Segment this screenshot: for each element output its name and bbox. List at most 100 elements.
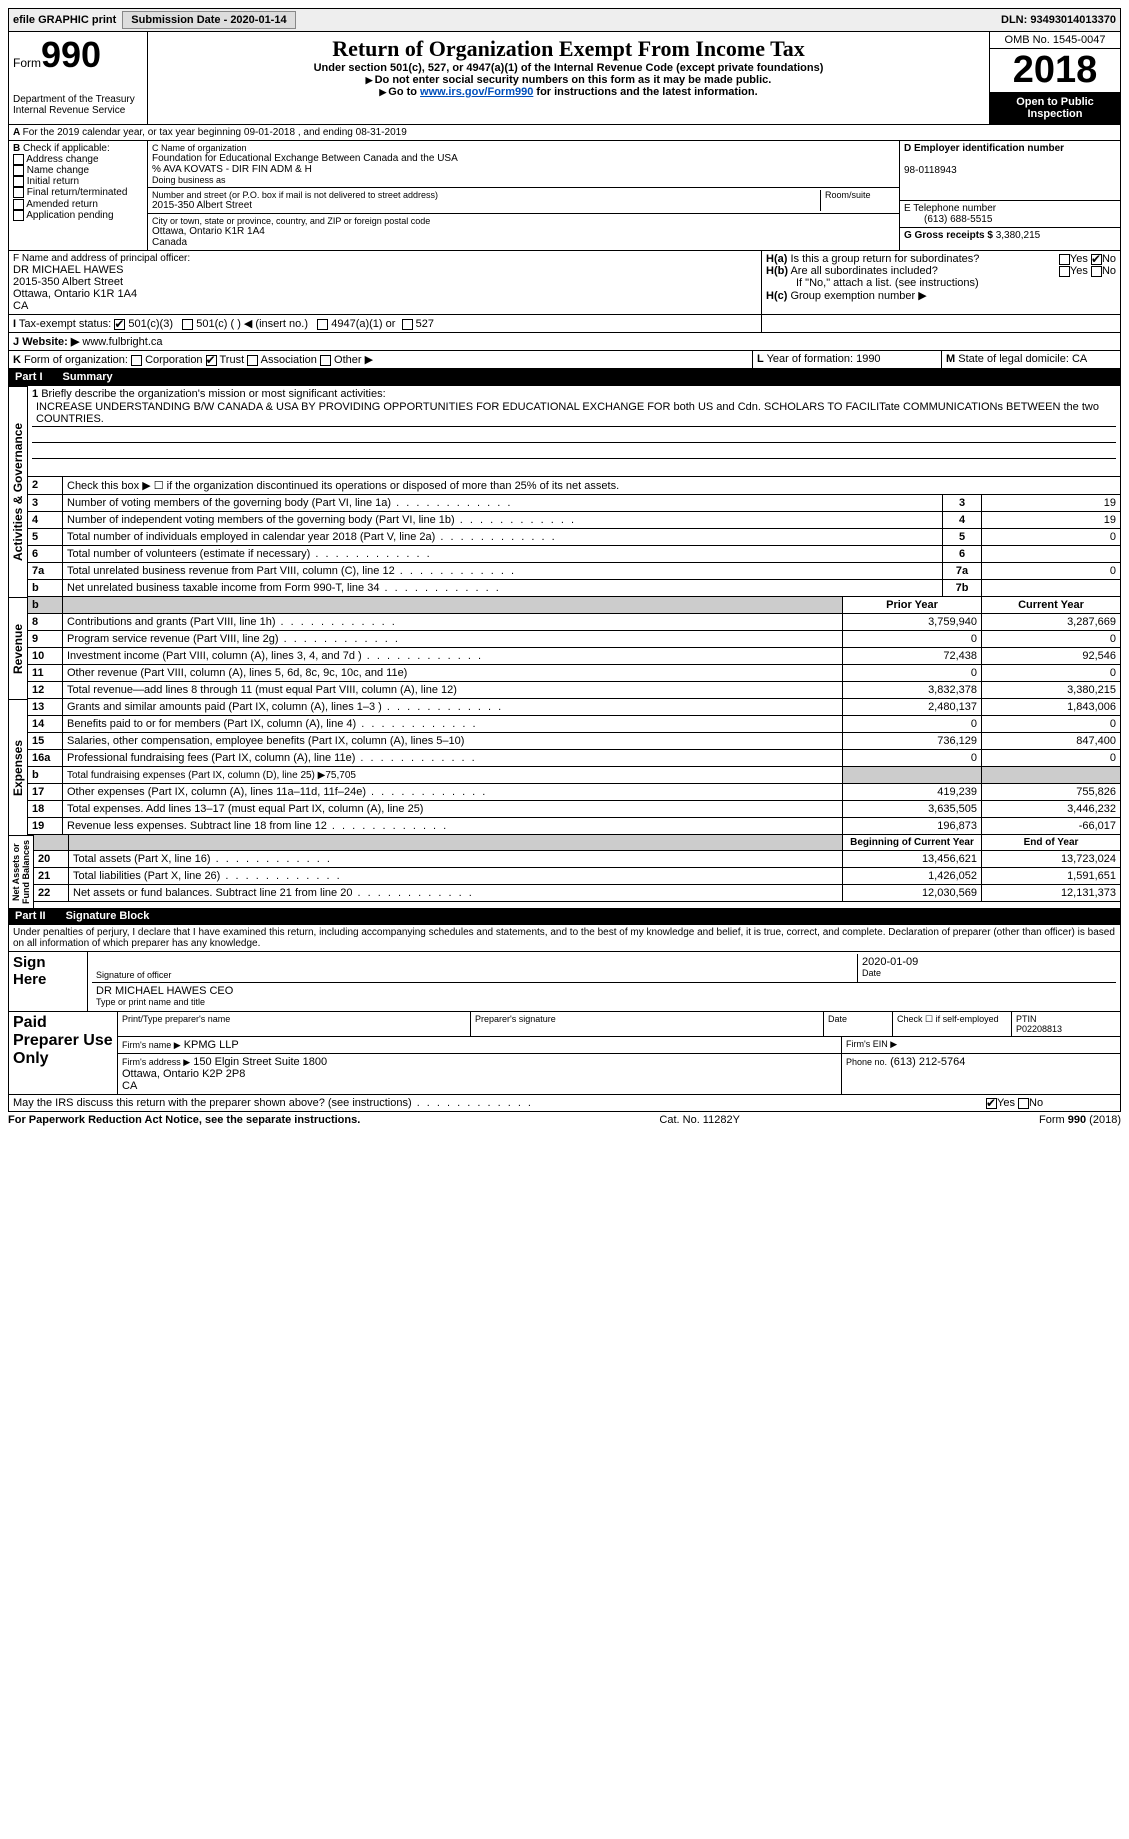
telephone-label: E Telephone number [904,203,996,214]
form-header: Form990 Department of the Treasury Inter… [8,32,1121,125]
group-return-label: Is this a group return for subordinates? [790,253,979,265]
form990-link[interactable]: www.irs.gov/Form990 [420,86,533,98]
officer-address: 2015-350 Albert Street Ottawa, Ontario K… [13,276,757,312]
hb-no-checkbox[interactable] [1091,266,1102,277]
4947-checkbox[interactable] [317,319,328,330]
may-irs-no-checkbox[interactable] [1018,1098,1029,1109]
form-subtitle-2: Do not enter social security numbers on … [152,74,985,86]
omb-number: OMB No. 1545-0047 [990,32,1120,49]
cat-no: Cat. No. 11282Y [659,1114,740,1126]
ha-no-checkbox[interactable] [1091,254,1102,265]
assoc-checkbox[interactable] [247,355,258,366]
state-domicile: CA [1072,353,1087,365]
l3-value: 19 [982,495,1121,512]
submission-date-button[interactable]: Submission Date - 2020-01-14 [122,11,295,29]
top-bar: efile GRAPHIC print Submission Date - 20… [8,8,1121,32]
revenue-label: Revenue [8,597,28,699]
trust-checkbox[interactable] [206,355,217,366]
part-II-header: Part IISignature Block [8,908,1121,925]
app-pending-checkbox[interactable] [13,210,24,221]
corp-checkbox[interactable] [131,355,142,366]
gross-receipts-value: 3,380,215 [996,230,1041,241]
l1-label: Briefly describe the organization's miss… [41,388,385,400]
l2-text: Check this box ▶ ☐ if the organization d… [63,477,1121,495]
ha-yes-checkbox[interactable] [1059,254,1070,265]
firm-phone: (613) 212-5764 [890,1056,965,1068]
hb-yes-checkbox[interactable] [1059,266,1070,277]
room-suite-label: Room/suite [820,190,895,211]
paid-preparer-block: Paid Preparer Use Only Print/Type prepar… [8,1012,1121,1095]
website-value: www.fulbright.ca [82,336,162,348]
gross-receipts-label: G Gross receipts $ [904,230,993,241]
form-subtitle-3: Go to www.irs.gov/Form990 for instructio… [152,86,985,98]
paid-preparer-label: Paid Preparer Use Only [9,1012,118,1094]
form-subtitle-1: Under section 501(c), 527, or 4947(a)(1)… [152,62,985,74]
l7a-value: 0 [982,563,1121,580]
principal-officer-label: F Name and address of principal officer: [13,253,757,264]
dba-label: Doing business as [152,175,895,185]
check-if-label: Check if applicable: [23,143,110,154]
row-A-tax-year: A For the 2019 calendar year, or tax yea… [8,125,1121,141]
perjury-declaration: Under penalties of perjury, I declare th… [8,925,1121,952]
year-formation: 1990 [856,353,880,365]
expenses-label: Expenses [8,699,28,835]
row-F-H: F Name and address of principal officer:… [8,251,1121,315]
sign-here-label: Sign Here [9,952,88,1011]
initial-return-checkbox[interactable] [13,176,24,187]
may-irs-discuss: May the IRS discuss this return with the… [13,1097,533,1109]
city-label: City or town, state or province, country… [152,216,895,226]
open-to-public: Open to Public Inspection [990,92,1120,124]
activities-governance-label: Activities & Governance [8,386,28,597]
street-label: Number and street (or P.O. box if mail i… [152,190,820,200]
form-org-label: Form of organization: [24,354,128,366]
l5-value: 0 [982,529,1121,546]
page-footer: For Paperwork Reduction Act Notice, see … [8,1112,1121,1126]
final-return-checkbox[interactable] [13,187,24,198]
hb-note: If "No," attach a list. (see instruction… [766,277,979,289]
officer-typed-name: DR MICHAEL HAWES CEO [96,985,1112,997]
501c-checkbox[interactable] [182,319,193,330]
row-KLM: K Form of organization: Corporation Trus… [8,351,1121,369]
l4-value: 19 [982,512,1121,529]
form-title: Return of Organization Exempt From Incom… [152,36,985,62]
form-990-footer: Form 990 (2018) [1039,1114,1121,1126]
tax-year: 2018 [990,49,1120,92]
current-year-header: Current Year [982,597,1121,614]
amended-return-checkbox[interactable] [13,199,24,210]
may-irs-yes-checkbox[interactable] [986,1098,997,1109]
subordinates-label: Are all subordinates included? [790,265,937,277]
ein-value: 98-0118943 [904,165,957,176]
name-change-checkbox[interactable] [13,165,24,176]
other-checkbox[interactable] [320,355,331,366]
prior-year-header: Prior Year [843,597,982,614]
name-of-org-label: C Name of organization [152,143,895,153]
sig-date: 2020-01-09 [862,956,1112,968]
pra-notice: For Paperwork Reduction Act Notice, see … [8,1114,360,1126]
tax-exempt-label: Tax-exempt status: [19,318,111,330]
ptin-value: P02208813 [1016,1024,1062,1034]
city-address: Ottawa, Ontario K1R 1A4 Canada [152,226,895,248]
501c3-checkbox[interactable] [114,319,125,330]
entity-block: B Check if applicable: Address change Na… [8,141,1121,251]
dln-text: DLN: 93493014013370 [1001,14,1116,26]
ein-label: D Employer identification number [904,143,1064,154]
street-address: 2015-350 Albert Street [152,200,820,211]
527-checkbox[interactable] [402,319,413,330]
sign-here-block: Sign Here Signature of officer 2020-01-0… [8,952,1121,1012]
address-change-checkbox[interactable] [13,154,24,165]
mission-text: INCREASE UNDERSTANDING B/W CANADA & USA … [32,400,1116,427]
org-name: Foundation for Educational Exchange Betw… [152,153,895,164]
dept-treasury: Department of the Treasury Internal Reve… [13,94,143,116]
firm-name: KPMG LLP [184,1039,239,1051]
telephone-value: (613) 688-5515 [904,214,992,225]
l6-value [982,546,1121,563]
officer-name: DR MICHAEL HAWES [13,264,757,276]
part-I-header: Part ISummary [8,369,1121,386]
row-I-J: I Tax-exempt status: 501(c)(3) 501(c) ( … [8,315,1121,333]
l7b-value [982,580,1121,597]
net-assets-label: Net Assets orFund Balances [8,835,34,908]
form-number: Form990 [13,34,143,76]
efile-label: efile GRAPHIC print [13,14,116,26]
website-label: Website: ▶ [22,336,79,348]
hc-label: Group exemption number ▶ [790,290,926,302]
